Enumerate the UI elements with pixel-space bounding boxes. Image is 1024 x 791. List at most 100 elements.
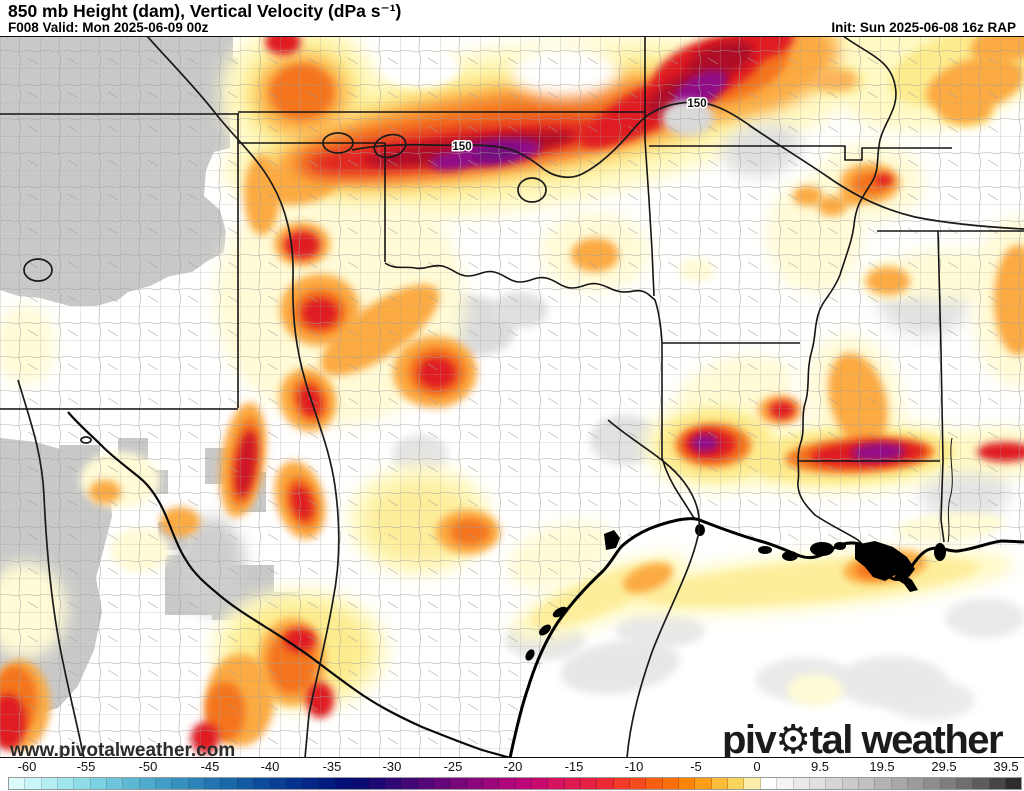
border-ks-mo-ok-ar	[644, 36, 655, 297]
watermark-text: www.pivotalweather.com	[9, 740, 235, 758]
colorbar-cell	[25, 778, 42, 789]
gulf-coastline	[508, 517, 1024, 758]
height-contour-west-edge	[17, 379, 85, 758]
colorbar-cell	[842, 778, 859, 789]
colorbar-cell	[139, 778, 157, 789]
colorbar-tick-label: -15	[564, 759, 584, 774]
colorbar-cell	[809, 778, 827, 789]
colorbar-cell	[826, 778, 843, 789]
colorbar-cell	[891, 778, 908, 789]
colorbar-tick-label: -50	[138, 759, 158, 774]
logo-text-pre: piv	[722, 718, 778, 758]
colorbar-cell	[744, 778, 761, 789]
colorbar-cell	[156, 778, 173, 789]
colorbar-cell	[450, 778, 467, 789]
colorbar-cell	[9, 778, 26, 789]
colorbar-cell	[417, 778, 434, 789]
colorbar-cell	[515, 778, 532, 789]
bays-and-lakes	[525, 524, 946, 661]
contour-label-150-west: 150	[452, 141, 471, 153]
vv-blob	[945, 598, 1024, 638]
colorbar-cell	[401, 778, 418, 789]
state-borders	[0, 36, 1024, 758]
colorbar: -60 -55 -50 -45 -40 -35 -30 -25 -20 -15 -10 -5 0 9.5 1…	[0, 758, 1024, 791]
colorbar-tick-label: -60	[17, 759, 37, 774]
colorbar-tick-label: -10	[624, 759, 644, 774]
colorbar-tick-label: -30	[382, 759, 402, 774]
colorbar-cell	[597, 778, 614, 789]
colorbar-cell	[564, 778, 582, 789]
colorbar-cell	[907, 778, 925, 789]
colorbar-cell	[858, 778, 876, 789]
vv-blob	[623, 562, 673, 594]
colorbar-tick-label: -25	[443, 759, 463, 774]
colorbar-cell	[352, 778, 369, 789]
colorbar-tick-label: -45	[200, 759, 220, 774]
colorbar-cell	[760, 778, 778, 789]
colorbar-tick-label: -35	[322, 759, 342, 774]
colorbar-cell	[940, 778, 957, 789]
vv-blob	[787, 674, 843, 706]
valid-time-text: F008 Valid: Mon 2025-06-09 00z	[8, 20, 209, 35]
vv-blob	[837, 656, 947, 708]
init-time-text: Init: Sun 2025-06-08 16z RAP	[831, 20, 1016, 35]
contour-label-150-east: 150	[687, 98, 706, 110]
colorbar-cell	[303, 778, 320, 789]
border-tx-la	[661, 343, 695, 519]
colorbar-cell	[973, 778, 990, 789]
colorbar-cell	[384, 778, 402, 789]
colorbar-cell	[630, 778, 647, 789]
colorbar-cell	[368, 778, 385, 789]
colorbar-cell	[237, 778, 255, 789]
alabama-river	[947, 437, 953, 543]
colorbar-cell	[548, 778, 565, 789]
colorbar-tick-label: 9.5	[810, 759, 830, 774]
map-svg: 150 150 www.pivotalweather.com piv⚙tal w…	[0, 36, 1024, 758]
colorbar-cell	[956, 778, 974, 789]
colorbar-cell	[58, 778, 75, 789]
vv-blob	[560, 639, 680, 695]
colorbar-cell	[433, 778, 451, 789]
colorbar-tick-label: -20	[503, 759, 523, 774]
colorbar-tick-label: 39.5	[993, 759, 1019, 774]
colorbar-cell	[581, 778, 598, 789]
colorbar-cell	[74, 778, 91, 789]
red-river	[384, 262, 663, 344]
colorbar-cell	[466, 778, 483, 789]
contour-loop	[23, 258, 53, 282]
page-title: 850 mb Height (dam), Vertical Velocity (…	[8, 1, 402, 21]
header: 850 mb Height (dam), Vertical Velocity (…	[0, 0, 1024, 36]
map-edge-lines	[0, 36, 1024, 758]
colorbar-tick-label: -40	[260, 759, 280, 774]
colorbar-cell	[286, 778, 304, 789]
colorbar-cell	[221, 778, 238, 789]
colorbar-cell	[335, 778, 353, 789]
colorbar-cell	[989, 778, 1006, 789]
mississippi-river	[797, 36, 897, 553]
rio-grande	[67, 411, 511, 758]
colorbar-tick-label: 19.5	[869, 759, 895, 774]
contour-loop	[517, 177, 547, 203]
colorbar-cell	[1005, 778, 1022, 789]
colorbar-cell	[482, 778, 500, 789]
weather-map: 150 150 www.pivotalweather.com piv⚙tal w…	[0, 36, 1024, 758]
colorbar-cell	[662, 778, 680, 789]
colorbar-cell	[188, 778, 206, 789]
border-mo-ar	[649, 145, 952, 161]
brand-logo: piv⚙tal weather	[722, 718, 1003, 758]
height-contours	[17, 36, 1024, 758]
contour-loop	[80, 436, 92, 444]
contour-loop	[373, 133, 407, 159]
colorbar-cell	[875, 778, 892, 789]
colorbar-cell	[90, 778, 108, 789]
colorbar-cell	[613, 778, 631, 789]
header-subtitle-row: F008 Valid: Mon 2025-06-09 00z Init: Sun…	[8, 20, 1016, 35]
colorbar-cell	[695, 778, 712, 789]
colorbar-tick-label: 0	[753, 759, 761, 774]
colorbar-cell	[924, 778, 941, 789]
colorbar-cell	[777, 778, 794, 789]
colorbar-cell	[499, 778, 516, 789]
border-ok-tx-panhandle	[238, 142, 386, 262]
contour-loop	[322, 132, 354, 154]
